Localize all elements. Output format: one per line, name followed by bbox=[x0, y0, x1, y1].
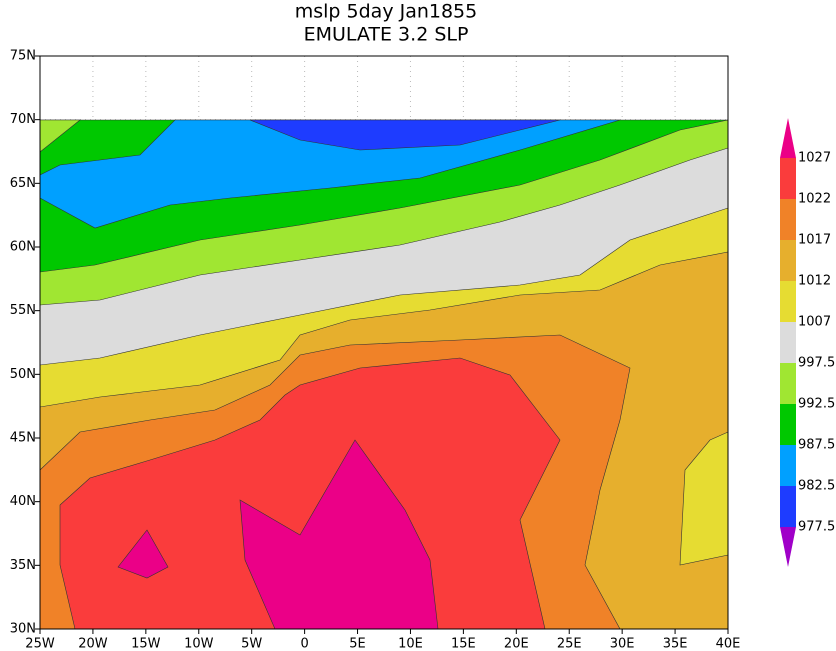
y-tick-label: 75N bbox=[10, 49, 36, 64]
colorbar-box bbox=[780, 240, 796, 281]
colorbar-label: 987.5 bbox=[798, 438, 835, 453]
contour-region bbox=[249, 119, 561, 151]
y-tick-label: 60N bbox=[10, 240, 36, 255]
y-tick-label: 35N bbox=[10, 558, 36, 573]
contour-region bbox=[39, 119, 621, 229]
colorbar-end bbox=[780, 527, 796, 567]
contour-region bbox=[239, 439, 439, 630]
x-tick-label: 25W bbox=[25, 637, 55, 651]
x-tick-label: 5W bbox=[241, 637, 262, 651]
contour-region bbox=[117, 529, 169, 579]
colorbar-label: 1012 bbox=[798, 274, 831, 289]
x-tick-label: 5E bbox=[349, 637, 366, 651]
colorbar-box bbox=[780, 363, 796, 404]
colorbar-box bbox=[780, 281, 796, 322]
colorbar-box bbox=[780, 404, 796, 445]
subtitle: EMULATE 3.2 SLP bbox=[304, 24, 469, 46]
x-tick-label: 40E bbox=[716, 637, 741, 651]
y-tick-label: 65N bbox=[10, 176, 36, 191]
y-tick-label: 45N bbox=[10, 431, 36, 446]
colorbar-label: 1017 bbox=[798, 233, 831, 248]
x-tick-label: 10W bbox=[184, 637, 214, 651]
colorbar-label: 982.5 bbox=[798, 479, 835, 494]
x-tick-label: 0 bbox=[300, 637, 308, 651]
x-tick-label: 35E bbox=[663, 637, 688, 651]
x-tick-label: 20E bbox=[504, 637, 529, 651]
y-tick-label: 30N bbox=[10, 622, 36, 637]
x-tick-label: 30E bbox=[610, 637, 635, 651]
colorbar-label: 1027 bbox=[798, 151, 831, 166]
x-tick-label: 15W bbox=[131, 637, 161, 651]
title: mslp 5day Jan1855 bbox=[295, 1, 478, 23]
colorbar-label: 1007 bbox=[798, 315, 831, 330]
x-tick-label: 15E bbox=[451, 637, 476, 651]
x-tick-label: 20W bbox=[78, 637, 108, 651]
x-tick-label: 10E bbox=[398, 637, 423, 651]
colorbar-box bbox=[780, 199, 796, 240]
colorbar-box bbox=[780, 445, 796, 486]
colorbar-end bbox=[780, 118, 796, 158]
colorbar-box bbox=[780, 158, 796, 199]
y-tick-label: 50N bbox=[10, 367, 36, 382]
colorbar-box bbox=[780, 322, 796, 363]
colorbar-label: 977.5 bbox=[798, 520, 835, 535]
x-tick-label: 25E bbox=[557, 637, 582, 651]
colorbar-label: 1022 bbox=[798, 192, 831, 207]
colorbar-label: 997.5 bbox=[798, 356, 835, 371]
colorbar-label: 992.5 bbox=[798, 397, 835, 412]
colorbar-box bbox=[780, 486, 796, 527]
y-tick-label: 55N bbox=[10, 303, 36, 318]
map-frame bbox=[39, 55, 729, 630]
y-tick-label: 40N bbox=[10, 494, 36, 509]
y-tick-label: 70N bbox=[10, 112, 36, 127]
